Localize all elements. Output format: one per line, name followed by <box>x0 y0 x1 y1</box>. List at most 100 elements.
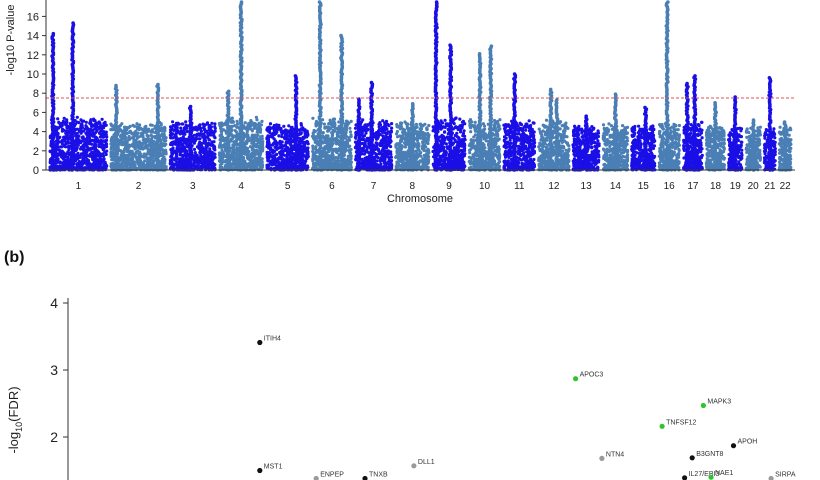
snp-point <box>171 120 175 124</box>
snp-point <box>207 162 211 166</box>
snp-point <box>162 132 166 136</box>
snp-point <box>203 147 207 152</box>
snp-point <box>243 121 247 125</box>
snp-point <box>255 118 259 122</box>
snp-point <box>266 140 270 144</box>
snp-peak-point <box>339 33 343 38</box>
snp-point <box>313 154 317 158</box>
snp-point <box>54 142 58 146</box>
snp-point <box>268 122 273 126</box>
snp-point <box>193 137 197 141</box>
snp-point <box>290 162 294 166</box>
snp-point <box>122 156 126 160</box>
snp-point <box>277 134 281 138</box>
snp-point <box>164 152 168 156</box>
snp-point <box>102 121 106 126</box>
snp-point <box>260 157 264 161</box>
snp-point <box>55 126 59 130</box>
snp-point <box>175 150 179 154</box>
snp-point <box>211 156 216 160</box>
snp-point <box>197 137 201 141</box>
snp-point <box>201 163 205 167</box>
snp-point <box>312 128 316 133</box>
snp-point <box>86 154 90 158</box>
snp-point <box>62 116 66 120</box>
snp-point <box>123 132 127 136</box>
snp-point <box>89 118 93 122</box>
snp-peak-point <box>51 31 56 36</box>
snp-point <box>104 166 108 170</box>
snp-point <box>245 165 249 169</box>
snp-point <box>101 153 105 157</box>
snp-point <box>60 145 64 149</box>
snp-point <box>77 121 81 125</box>
snp-point <box>103 145 107 149</box>
snp-point <box>253 165 257 169</box>
snp-point <box>325 125 329 129</box>
snp-point <box>207 138 211 142</box>
snp-point <box>125 162 129 166</box>
snp-point <box>260 119 264 123</box>
snp-point <box>248 165 252 169</box>
snp-point <box>55 135 59 139</box>
snp-point <box>75 115 79 119</box>
snp-point <box>270 159 274 163</box>
snp-point <box>123 164 127 168</box>
snp-point <box>68 145 72 149</box>
snp-point <box>203 139 208 143</box>
snp-point <box>149 130 153 134</box>
snp-point <box>60 149 64 153</box>
snp-point <box>121 136 125 140</box>
snp-point <box>56 117 60 121</box>
snp-point <box>199 153 203 157</box>
snp-point <box>250 139 254 143</box>
snp-point <box>245 135 249 139</box>
snp-point <box>103 163 107 167</box>
snp-point <box>60 142 64 146</box>
snp-point <box>85 130 89 134</box>
snp-point <box>195 128 199 132</box>
snp-point <box>213 125 217 129</box>
snp-point <box>331 121 335 126</box>
snp-point <box>76 157 80 161</box>
snp-point <box>162 138 166 142</box>
snp-point <box>143 153 147 158</box>
snp-point <box>313 161 317 165</box>
snp-point <box>288 137 292 141</box>
snp-point <box>179 129 183 133</box>
snp-point <box>82 151 86 155</box>
snp-point <box>321 131 325 135</box>
snp-point <box>330 158 334 162</box>
snp-point <box>334 155 338 160</box>
snp-point <box>82 143 86 147</box>
snp-point <box>336 130 340 134</box>
snp-point <box>88 131 92 135</box>
snp-point <box>250 133 254 137</box>
snp-point <box>266 137 270 142</box>
snp-point <box>102 130 106 134</box>
snp-point <box>231 143 235 147</box>
snp-point <box>97 143 101 147</box>
snp-point <box>79 147 83 151</box>
snp-point <box>282 144 286 148</box>
snp-point <box>344 143 348 147</box>
snp-point <box>131 123 135 127</box>
snp-point <box>97 125 101 129</box>
snp-point <box>330 134 334 138</box>
snp-point <box>54 139 58 143</box>
snp-point <box>177 143 181 148</box>
snp-point <box>268 143 272 148</box>
snp-point <box>331 137 335 141</box>
snp-point <box>381 119 385 123</box>
snp-point <box>105 149 109 153</box>
snp-point <box>266 126 270 130</box>
snp-point <box>204 142 208 146</box>
snp-point <box>274 146 278 150</box>
snp-point <box>160 142 164 146</box>
snp-point <box>131 132 135 136</box>
snp-point <box>213 145 217 149</box>
snp-peak-point <box>71 21 75 25</box>
snp-point <box>250 120 254 124</box>
snp-point <box>180 149 184 153</box>
snp-point <box>197 156 201 160</box>
